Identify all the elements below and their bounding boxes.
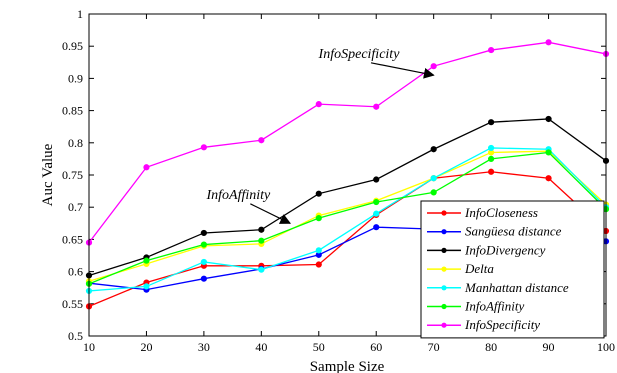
legend-label: Delta — [464, 261, 494, 276]
data-point-infospecificity — [315, 101, 322, 108]
data-point-sang-esa-distance — [373, 224, 380, 231]
data-point-manhattan-distance — [143, 283, 150, 290]
y-tick-label: 0.55 — [62, 297, 83, 311]
x-tick-label: 80 — [485, 340, 497, 354]
y-tick-label: 0.6 — [68, 265, 83, 279]
data-point-infospecificity — [545, 39, 552, 46]
data-point-infoaffinity — [545, 149, 552, 156]
data-point-infodivergency — [545, 115, 552, 123]
data-point-infoaffinity — [488, 155, 495, 162]
y-tick-label: 0.95 — [62, 39, 83, 53]
data-point-infospecificity — [373, 103, 380, 110]
y-tick-label: 0.7 — [68, 200, 83, 214]
legend-swatch-marker — [441, 303, 447, 310]
data-point-infoaffinity — [373, 198, 380, 206]
legend-item: InfoCloseness — [427, 205, 538, 220]
x-tick-label: 10 — [83, 340, 95, 354]
legend-item: InfoDivergency — [427, 242, 546, 257]
legend-swatch-marker — [441, 285, 447, 291]
legend-label: InfoCloseness — [464, 205, 538, 220]
series-line-infodivergency — [88, 118, 607, 277]
data-point-infodivergency — [315, 190, 322, 197]
data-point-manhattan-distance — [200, 258, 207, 266]
y-tick-label: 0.75 — [62, 168, 83, 182]
series-infospecificity — [85, 39, 610, 246]
data-point-infospecificity — [200, 144, 207, 151]
x-tick-label: 20 — [140, 340, 152, 354]
annotation-layer: InfoSpecificity InfoAffinity — [205, 47, 435, 224]
legend-item: InfoAffinity — [427, 299, 524, 314]
data-point-infoaffinity — [143, 257, 150, 264]
legend-label: InfoSpecificity — [464, 317, 540, 332]
data-point-manhattan-distance — [373, 210, 380, 217]
data-point-manhattan-distance — [315, 247, 322, 254]
x-tick-label: 90 — [543, 340, 555, 354]
axes: 10 20 30 40 50 60 70 80 90 100 0.5 0.55 0.6 0.65 0.7 0.… — [62, 7, 615, 354]
series-manhattan-distance — [85, 144, 610, 295]
legend-item: Delta — [427, 261, 494, 276]
legend: InfoCloseness Sangüesa distance InfoDiverg… — [420, 200, 605, 339]
data-point-infocloseness — [545, 175, 552, 182]
y-tick-label: 0.65 — [62, 232, 83, 246]
data-point-infodivergency — [373, 176, 380, 183]
legend-item: Sangüesa distance — [427, 224, 562, 239]
data-point-infoaffinity — [258, 237, 265, 244]
data-point-infospecificity — [258, 137, 265, 144]
y-tick-label: 0.9 — [68, 71, 83, 85]
legend-label: Manhattan distance — [464, 280, 569, 295]
y-tick-label: 0.85 — [62, 104, 83, 118]
x-tick-label: 50 — [313, 340, 325, 354]
data-point-infodivergency — [200, 229, 207, 237]
series-infoaffinity — [85, 149, 610, 287]
legend-swatch-marker — [441, 229, 447, 235]
data-point-infoaffinity — [315, 215, 322, 222]
x-tick-label: 70 — [428, 340, 440, 354]
data-point-infodivergency — [488, 119, 495, 126]
y-tick-label: 0.8 — [68, 136, 83, 150]
data-point-infocloseness — [315, 261, 322, 268]
y-tick-label: 0.5 — [68, 329, 83, 343]
legend-label: Sangüesa distance — [465, 224, 562, 239]
x-tick-label: 30 — [198, 340, 210, 354]
x-tick-label: 40 — [255, 340, 267, 354]
data-point-manhattan-distance — [488, 144, 495, 152]
data-point-manhattan-distance — [430, 175, 437, 182]
annotation-label: InfoAffinity — [205, 188, 271, 203]
x-axis-label: Sample Size — [310, 359, 385, 373]
data-point-infoaffinity — [430, 189, 437, 196]
data-point-sang-esa-distance — [200, 275, 207, 282]
y-tick-label: 1 — [77, 7, 83, 21]
data-point-infospecificity — [488, 46, 495, 54]
data-point-infospecificity — [430, 63, 437, 70]
x-tick-label: 60 — [370, 340, 382, 354]
data-point-infodivergency — [430, 146, 437, 153]
legend-label: InfoAffinity — [464, 299, 524, 314]
legend-swatch-marker — [441, 210, 447, 216]
data-point-infoaffinity — [200, 241, 207, 248]
series-line-manhattan-distance — [88, 147, 607, 292]
x-tick-label: 100 — [597, 340, 615, 354]
legend-swatch-marker — [441, 247, 447, 253]
series-line-infoaffinity — [88, 151, 607, 285]
plot-frame — [88, 13, 607, 337]
legend-item: InfoSpecificity — [427, 317, 540, 332]
annotation-label: InfoSpecificity — [318, 47, 401, 62]
legend-swatch-marker — [441, 266, 447, 272]
data-point-infodivergency — [258, 226, 265, 233]
y-axis-label: Auc Value — [40, 143, 56, 206]
data-point-infospecificity — [143, 164, 150, 171]
annotation-arrow — [250, 203, 292, 224]
legend-item: Manhattan distance — [427, 280, 569, 295]
data-point-infocloseness — [488, 168, 495, 175]
data-point-manhattan-distance — [258, 266, 265, 273]
legend-label: InfoDivergency — [464, 242, 546, 257]
series-infodivergency — [85, 115, 610, 279]
legend-swatch-marker — [441, 322, 447, 328]
annotation-arrow — [370, 62, 435, 79]
series-line-delta — [88, 150, 607, 282]
series-line-infospecificity — [88, 41, 607, 244]
